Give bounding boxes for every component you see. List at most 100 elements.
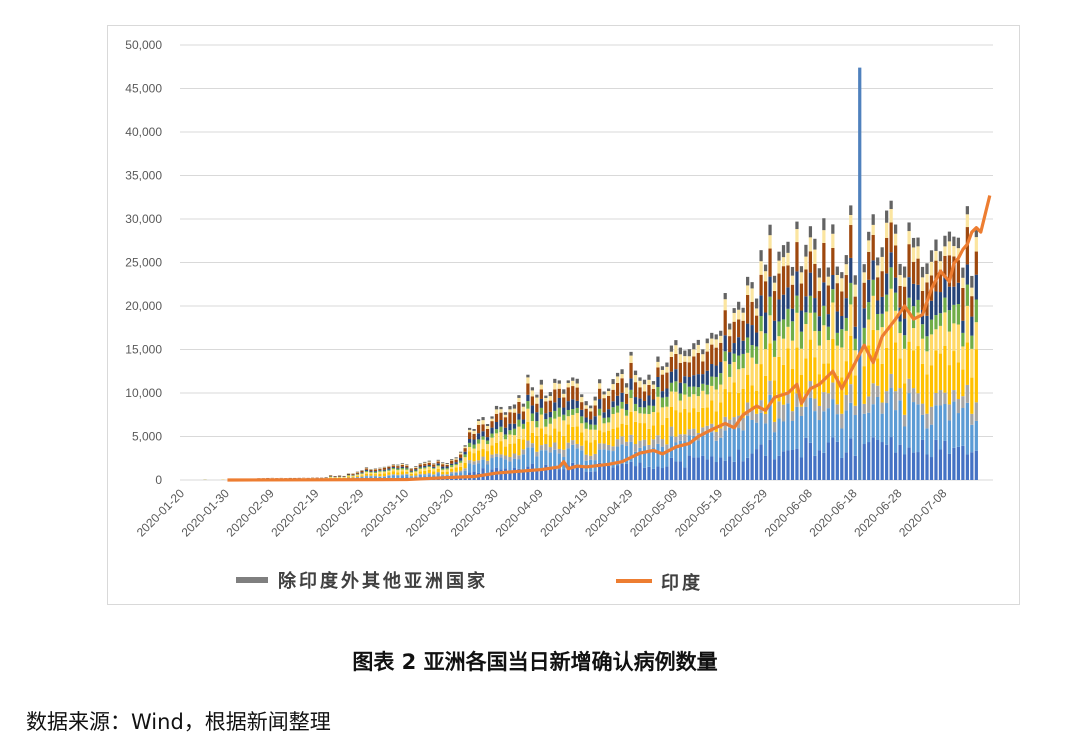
bar-segment [526,422,530,441]
bar-segment [351,476,355,478]
bar-segment [678,461,682,480]
bar-segment [822,282,826,306]
bar-segment [719,457,723,480]
bar-segment [678,412,682,435]
bar-segment [530,443,535,448]
bar-segment [423,463,427,466]
bar-segment [741,320,745,341]
bar-segment [387,470,391,473]
bar-segment [333,476,337,477]
bar-segment [876,265,880,278]
bar-segment [391,471,395,475]
bar-segment [750,409,754,420]
bar-segment [337,477,342,479]
bar-segment [885,222,889,238]
bar-segment [364,468,369,470]
bar-segment [862,403,866,414]
bar-segment [808,397,813,443]
bar-segment [656,377,660,387]
bar-segment [902,454,907,480]
bar-segment [602,394,606,399]
bar-segment [660,391,665,398]
bar-segment [351,475,355,477]
bar-segment [396,475,400,478]
bar-segment [732,321,736,344]
bar-segment [687,435,691,456]
bar-segment [476,433,481,440]
bar-segment [459,451,463,453]
bar-segment [432,463,436,465]
bar-segment [723,460,727,480]
bar-segment [692,343,696,350]
bar-segment [889,267,893,289]
bar-segment [624,463,629,480]
bar-segment [396,467,400,469]
bar-segment [867,396,871,413]
bar-segment [571,399,575,410]
bar-segment [804,323,808,359]
bar-segment [647,395,651,406]
y-tick-label: 10,000 [125,386,162,400]
bar-segment [512,453,517,459]
bar-segment [692,356,696,376]
bar-segment [508,412,512,424]
bar-segment [970,377,974,414]
bar-segment [934,291,938,316]
bar-segment [889,388,893,438]
bar-segment [772,421,777,433]
bar-segment [692,386,696,395]
bar-segment [445,466,449,469]
bar-segment [876,277,880,301]
bar-segment [521,406,526,412]
bar-segment [638,413,642,424]
bar-segment [405,469,409,472]
bar-segment [409,473,413,476]
bar-segment [346,473,351,475]
bar-segment [853,326,857,339]
bar-segment [929,457,934,480]
bar-segment [696,387,700,397]
bar-segment [826,314,830,327]
bar-segment [526,377,530,384]
bar-segment [781,319,786,339]
bar-segment [831,382,835,400]
bar-segment [476,424,481,434]
bar-segment [387,469,391,471]
bar-segment [754,413,759,423]
bar-segment [544,419,548,427]
bar-segment [920,403,925,415]
bar-segment [624,403,629,410]
bar-segment [876,314,880,331]
bar-segment [759,444,763,480]
bar-segment [432,466,436,468]
bar-segment [633,370,638,376]
bar-segment [750,288,754,302]
bar-segment [754,315,759,333]
bar-segment [405,471,409,474]
bar-segment [409,471,413,473]
bar-segment [517,419,521,427]
bar-segment [750,325,754,346]
bar-segment [808,442,813,480]
bar-segment [548,396,552,401]
figure-caption: 图表 2 亚洲各国当日新增确认病例数量 [352,650,718,674]
bar-segment [835,345,839,376]
bar-segment [723,361,727,390]
bar-segment [571,386,575,400]
bar-segment [562,469,566,480]
bar-segment [880,271,884,297]
bar-segment [485,437,490,441]
bar-segment [911,261,916,284]
bar-segment [512,404,517,409]
bar-segment [728,392,732,420]
bar-segment [526,440,530,448]
bar-segment [463,451,467,455]
bar-segment [934,239,938,251]
bar-segment [804,256,808,270]
bar-segment [562,414,566,421]
bar-segment [647,444,651,452]
india-line [227,195,992,482]
bar-segment [450,471,454,474]
bar-segment [607,409,611,418]
bar-segment [692,457,696,480]
